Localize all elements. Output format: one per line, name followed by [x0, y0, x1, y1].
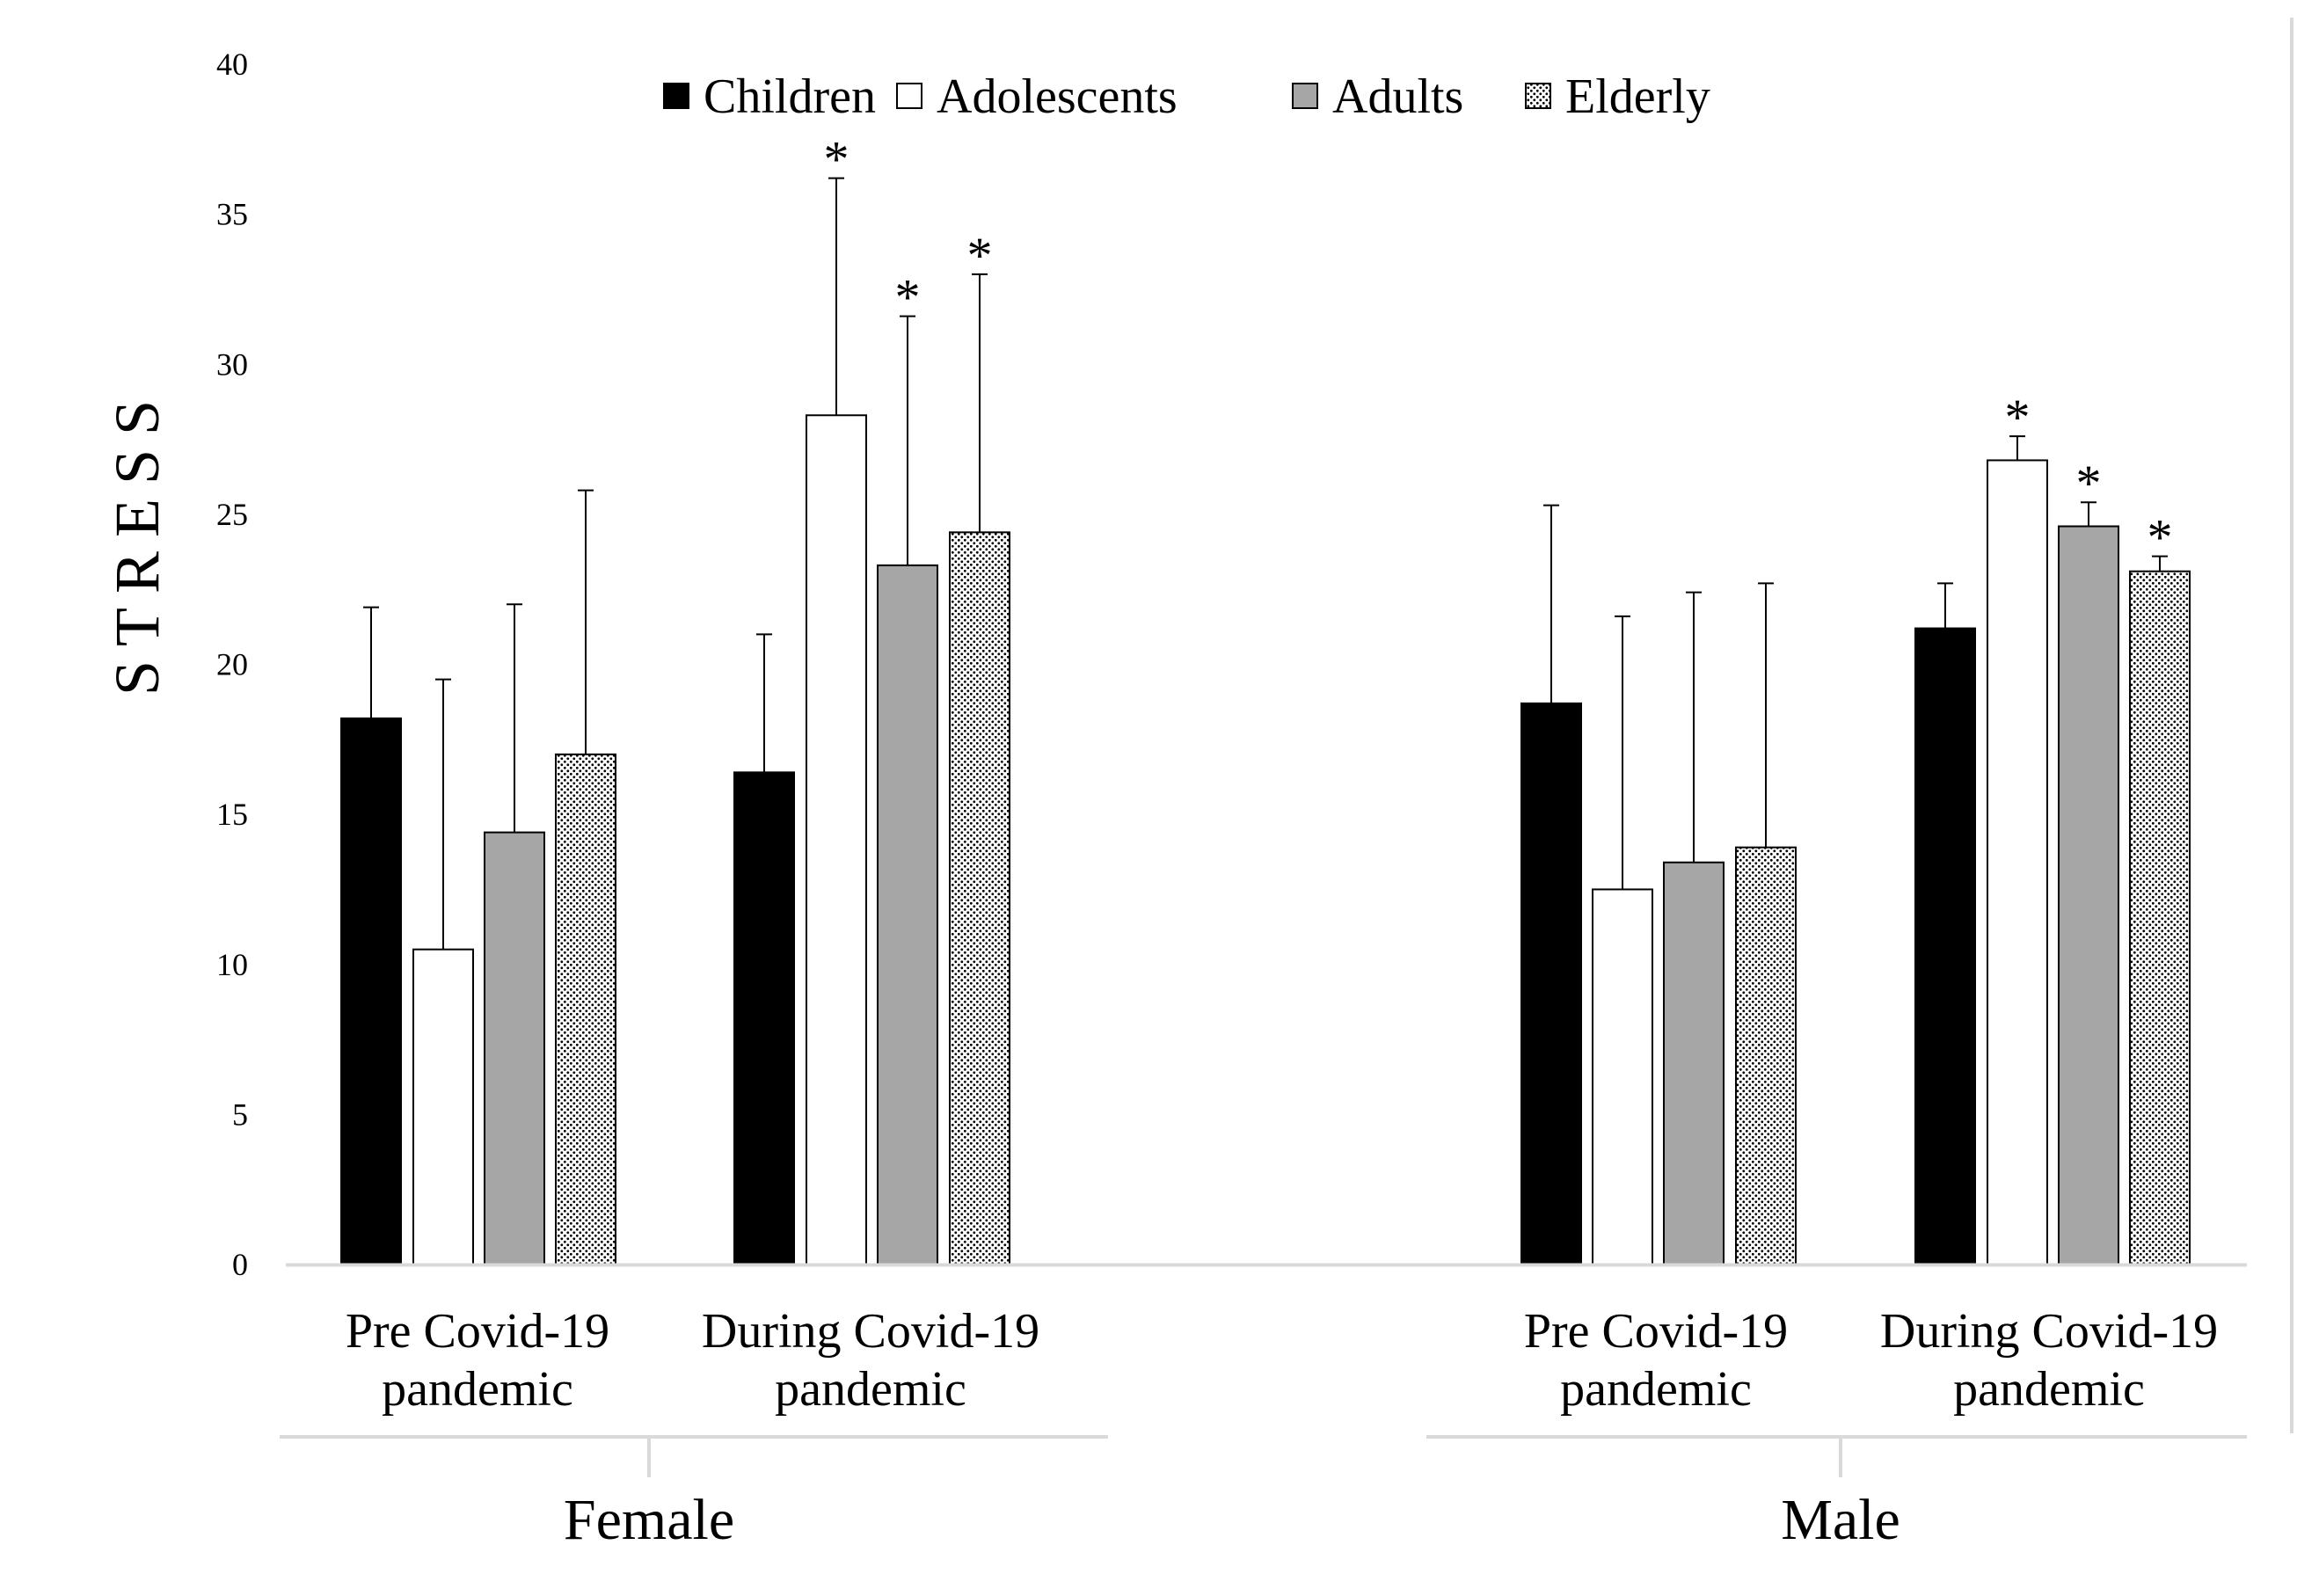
- bar-female-0-children: [340, 717, 402, 1265]
- significance-marker: *: [824, 131, 850, 188]
- y-axis-ticks: 0 5 10 15 20 25 30 35 40: [216, 47, 248, 1282]
- bar-female-1-children: [733, 771, 795, 1265]
- bar-male-2-children: [1520, 702, 1582, 1265]
- legend-item-adolescents: Adolescents: [896, 69, 1178, 124]
- legend-label-elderly: Elderly: [1565, 69, 1710, 124]
- legend-item-adults: Adults: [1292, 69, 1463, 124]
- group-male: Male: [1426, 1435, 2247, 1552]
- legend-swatch-adolescents: [896, 83, 922, 109]
- y-axis-label: STRESS: [102, 386, 172, 696]
- significance-marker: *: [2148, 509, 2173, 566]
- bar-female-0-adolescents: [412, 948, 474, 1265]
- y-tick-label: 20: [216, 647, 248, 682]
- legend: Children Adolescents Adults Elderly: [663, 69, 1710, 124]
- bar-male-3-children: [1914, 627, 1976, 1265]
- legend-item-elderly: Elderly: [1525, 69, 1710, 124]
- category-label-line: Pre Covid-19: [346, 1304, 609, 1359]
- group-label-female: Female: [564, 1488, 734, 1552]
- legend-item-children: Children: [663, 69, 876, 124]
- category-label-line: pandemic: [382, 1362, 573, 1417]
- group-labels: Female Male: [280, 1435, 2247, 1552]
- bar-male-3-adolescents: [1987, 459, 2048, 1265]
- y-tick-label: 25: [216, 497, 248, 532]
- group-female: Female: [280, 1435, 1108, 1552]
- significance-marker: *: [967, 227, 993, 284]
- y-tick-label: 5: [232, 1097, 248, 1132]
- y-tick-label: 30: [216, 346, 248, 382]
- bar-male-3-adults: [2058, 525, 2119, 1265]
- category-label-line: During Covid-19: [702, 1304, 1039, 1359]
- legend-swatch-adults: [1292, 83, 1318, 109]
- bar-female-1-elderly: [949, 531, 1010, 1265]
- y-tick-label: 35: [216, 197, 248, 232]
- error-bars-layer: [363, 177, 2168, 950]
- significance-marker: *: [895, 269, 921, 326]
- bar-male-2-adolescents: [1592, 888, 1653, 1265]
- bar-male-2-adults: [1663, 861, 1725, 1265]
- bars-layer: [340, 414, 2191, 1265]
- bar-male-3-elderly: [2129, 570, 2191, 1265]
- legend-swatch-children: [663, 83, 689, 109]
- category-label-line: pandemic: [775, 1362, 966, 1417]
- bar-female-0-adults: [484, 831, 545, 1265]
- group-label-male: Male: [1781, 1488, 1900, 1552]
- y-tick-label: 0: [232, 1247, 248, 1282]
- bar-male-2-elderly: [1735, 846, 1797, 1265]
- y-tick-label: 10: [216, 947, 248, 982]
- bar-female-1-adolescents: [806, 414, 867, 1265]
- significance-markers: * * * * * *: [824, 131, 2173, 566]
- legend-label-adolescents: Adolescents: [937, 69, 1178, 124]
- bar-female-1-adults: [877, 564, 938, 1265]
- legend-label-children: Children: [704, 69, 876, 124]
- y-tick-label: 40: [216, 47, 248, 82]
- category-label-line: pandemic: [1560, 1362, 1752, 1417]
- category-label-line: pandemic: [1953, 1362, 2145, 1417]
- category-label-line: During Covid-19: [1880, 1304, 2218, 1359]
- legend-label-adults: Adults: [1332, 69, 1463, 124]
- legend-swatch-elderly: [1525, 83, 1551, 109]
- significance-marker: *: [2076, 455, 2102, 512]
- bar-female-0-elderly: [555, 753, 616, 1265]
- significance-marker: *: [2005, 389, 2031, 446]
- category-label-line: Pre Covid-19: [1524, 1304, 1788, 1359]
- y-tick-label: 15: [216, 797, 248, 832]
